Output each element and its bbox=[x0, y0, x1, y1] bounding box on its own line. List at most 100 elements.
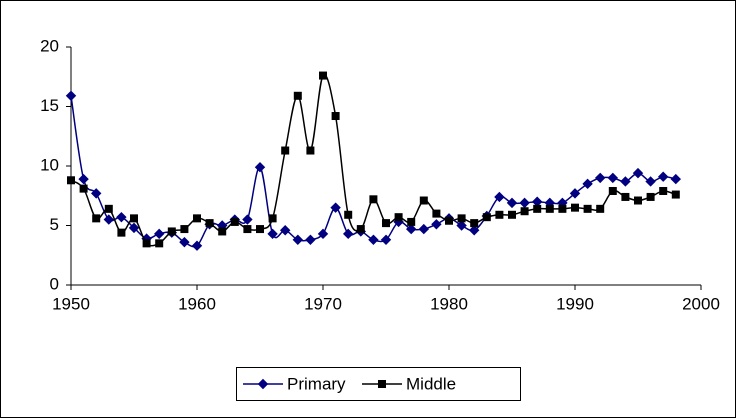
point bbox=[407, 217, 416, 226]
x-tick-label: 1980 bbox=[430, 294, 468, 313]
point bbox=[583, 204, 592, 213]
point bbox=[646, 192, 655, 201]
y-tick-label: 15 bbox=[40, 96, 59, 115]
point bbox=[569, 188, 581, 199]
point bbox=[457, 214, 466, 223]
point bbox=[545, 204, 554, 213]
point bbox=[419, 196, 428, 205]
point bbox=[506, 197, 518, 209]
point bbox=[254, 161, 266, 173]
point bbox=[256, 225, 264, 234]
point bbox=[470, 219, 479, 228]
point bbox=[193, 214, 201, 223]
point bbox=[104, 204, 113, 213]
point bbox=[306, 146, 315, 155]
point bbox=[670, 173, 682, 185]
point bbox=[130, 214, 138, 223]
point bbox=[267, 228, 278, 240]
point bbox=[558, 204, 567, 213]
point bbox=[431, 219, 442, 230]
point bbox=[305, 234, 316, 245]
point bbox=[405, 223, 417, 235]
x-tick-label: 1960 bbox=[178, 294, 216, 313]
point bbox=[657, 171, 669, 182]
point bbox=[494, 191, 505, 203]
point bbox=[344, 210, 353, 219]
point bbox=[607, 172, 619, 184]
x-tick-label: 1990 bbox=[556, 294, 594, 313]
point bbox=[659, 186, 668, 195]
point bbox=[508, 210, 516, 219]
point bbox=[67, 176, 75, 185]
point bbox=[620, 176, 631, 187]
point bbox=[671, 190, 680, 199]
point bbox=[205, 219, 214, 228]
point bbox=[268, 214, 277, 223]
point bbox=[92, 214, 101, 223]
point bbox=[230, 217, 239, 226]
point bbox=[368, 234, 379, 245]
point bbox=[279, 225, 291, 236]
point bbox=[482, 213, 491, 222]
point bbox=[456, 220, 467, 231]
point bbox=[90, 188, 102, 199]
point bbox=[632, 167, 644, 179]
point bbox=[218, 227, 227, 236]
point bbox=[191, 240, 203, 251]
point bbox=[533, 204, 542, 213]
point bbox=[520, 207, 529, 216]
point bbox=[116, 211, 127, 223]
point bbox=[594, 172, 606, 184]
x-tick-label: 2000 bbox=[682, 294, 720, 313]
point bbox=[356, 225, 365, 234]
legend-swatch-marker bbox=[257, 378, 269, 390]
point bbox=[319, 71, 327, 80]
x-tick-label: 1970 bbox=[304, 294, 342, 313]
point bbox=[103, 214, 115, 225]
point bbox=[281, 146, 290, 155]
point bbox=[117, 228, 126, 237]
point bbox=[331, 112, 340, 121]
point bbox=[243, 225, 252, 234]
point bbox=[634, 196, 642, 205]
point bbox=[432, 209, 441, 218]
point bbox=[128, 222, 140, 234]
point bbox=[180, 225, 189, 234]
point bbox=[78, 173, 89, 185]
point bbox=[242, 214, 253, 225]
point bbox=[468, 225, 480, 236]
legend-label: Middle bbox=[406, 374, 456, 393]
point bbox=[380, 234, 392, 245]
point bbox=[445, 216, 453, 225]
point bbox=[155, 239, 164, 248]
point bbox=[342, 228, 354, 240]
point bbox=[645, 176, 656, 187]
point bbox=[596, 204, 605, 213]
legend-label: Primary bbox=[287, 374, 346, 393]
point bbox=[65, 90, 77, 101]
point bbox=[292, 234, 304, 245]
point bbox=[330, 202, 341, 213]
point bbox=[571, 203, 579, 212]
point bbox=[79, 184, 88, 193]
point bbox=[382, 219, 390, 228]
y-tick-label: 5 bbox=[50, 215, 59, 234]
point bbox=[179, 236, 190, 248]
point bbox=[608, 186, 617, 195]
point bbox=[317, 228, 329, 240]
point bbox=[153, 228, 165, 240]
point bbox=[495, 210, 504, 219]
point bbox=[418, 223, 430, 235]
y-tick-label: 10 bbox=[40, 155, 59, 174]
point bbox=[142, 239, 151, 248]
y-tick-label: 20 bbox=[40, 36, 59, 55]
point bbox=[369, 195, 378, 204]
point bbox=[167, 227, 176, 236]
y-tick-label: 0 bbox=[50, 274, 59, 293]
legend-swatch-marker bbox=[378, 380, 386, 388]
x-tick-label: 1950 bbox=[52, 294, 90, 313]
point bbox=[582, 178, 593, 190]
point bbox=[394, 213, 403, 222]
point bbox=[293, 91, 302, 100]
